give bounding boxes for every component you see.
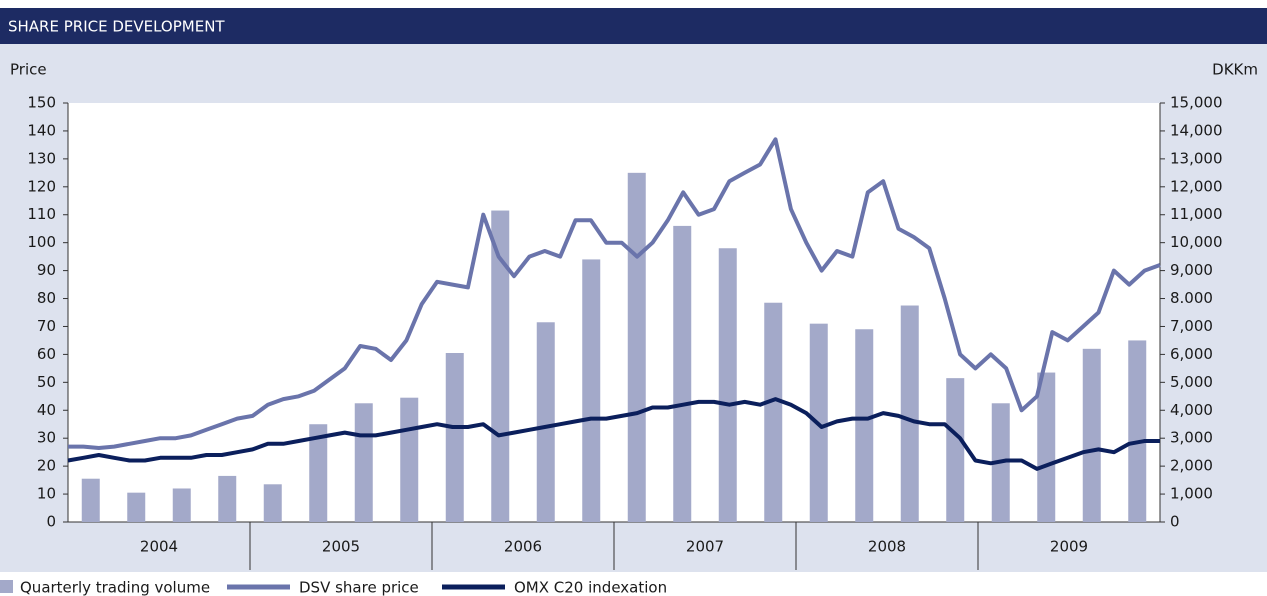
bar [673, 225, 692, 522]
bar [263, 484, 282, 522]
y2-tick-label: 0 [1170, 513, 1180, 531]
x-tick-label: 2008 [868, 538, 906, 556]
legend-swatch [0, 580, 13, 593]
y-tick-label: 30 [37, 429, 56, 447]
y2-tick-label: 6,000 [1170, 345, 1213, 363]
y-tick-label: 60 [37, 345, 56, 363]
line [68, 137, 1161, 450]
bar [536, 322, 555, 522]
bar [445, 353, 464, 522]
x-tick-label: 2006 [504, 538, 542, 556]
bar [855, 329, 874, 522]
legend-label: Quarterly trading volume [20, 579, 210, 596]
y-tick-label: 80 [37, 289, 56, 307]
y-tick-label: 140 [27, 121, 56, 139]
bar [764, 302, 783, 522]
y-tick-label: 50 [37, 373, 56, 391]
y-tick-label: 0 [46, 513, 56, 531]
y2-axis-label: DKKm [1212, 61, 1258, 79]
y-tick-label: 40 [37, 401, 56, 419]
y-tick-label: 120 [27, 177, 56, 195]
bar [491, 210, 510, 522]
x-tick-label: 2004 [140, 538, 178, 556]
plot-area [68, 103, 1160, 522]
y-tick-label: 90 [37, 261, 56, 279]
y2-tick-label: 14,000 [1170, 121, 1223, 139]
y2-tick-label: 10,000 [1170, 233, 1223, 251]
bar [718, 248, 737, 522]
y-tick-label: 70 [37, 317, 56, 335]
y2-tick-label: 7,000 [1170, 317, 1213, 335]
legend-label: OMX C20 indexation [514, 579, 667, 596]
y2-tick-label: 8.000 [1170, 289, 1213, 307]
y2-tick-label: 5,000 [1170, 373, 1213, 391]
bar [172, 488, 191, 522]
y2-tick-label: 4,000 [1170, 401, 1213, 419]
y2-tick-label: 15,000 [1170, 94, 1223, 112]
y2-tick-label: 12,000 [1170, 177, 1223, 195]
line [67, 397, 1160, 471]
bar [1128, 340, 1147, 522]
y2-tick-label: 11,000 [1170, 205, 1223, 223]
x-tick-label: 2009 [1050, 538, 1088, 556]
y2-tick-label: 2,000 [1170, 457, 1213, 475]
bar [400, 397, 419, 522]
bar [309, 424, 328, 522]
bar [127, 492, 146, 522]
y-tick-label: 150 [27, 94, 56, 112]
x-tick-label: 2007 [686, 538, 724, 556]
y2-tick-label: 9,000 [1170, 261, 1213, 279]
chart-title: SHARE PRICE DEVELOPMENT [8, 18, 225, 36]
y-tick-label: 100 [27, 233, 56, 251]
bar [1082, 348, 1101, 522]
legend-label: DSV share price [299, 579, 419, 596]
y-tick-label: 10 [37, 485, 56, 503]
bar [946, 378, 965, 522]
y2-tick-label: 3,000 [1170, 429, 1213, 447]
y2-tick-label: 1,000 [1170, 485, 1213, 503]
bar [582, 259, 601, 522]
y2-tick-label: 13,000 [1170, 149, 1223, 167]
y-tick-label: 20 [37, 457, 56, 475]
bar [1037, 372, 1056, 522]
bar [218, 475, 237, 522]
header-bar [0, 8, 1267, 44]
bar [354, 403, 373, 522]
y-tick-label: 110 [27, 205, 56, 223]
y-axis-label: Price [10, 61, 47, 79]
bar [627, 172, 646, 523]
bar [900, 305, 919, 522]
bar [81, 478, 100, 522]
x-tick-label: 2005 [322, 538, 360, 556]
y-tick-label: 130 [27, 149, 56, 167]
